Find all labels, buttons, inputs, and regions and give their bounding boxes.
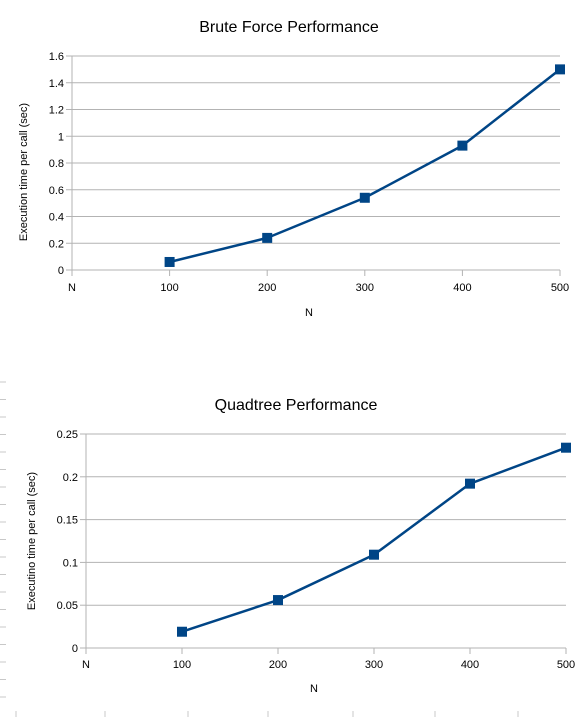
data-point-marker xyxy=(177,626,187,637)
data-point-marker xyxy=(369,549,379,560)
x-axis-label: N xyxy=(310,683,318,695)
data-point-marker xyxy=(273,595,283,606)
y-tick-label: 0.2 xyxy=(63,472,78,484)
y-tick-label: 0 xyxy=(72,643,78,655)
y-tick-label: 1.4 xyxy=(49,78,64,90)
y-tick-label: 0.8 xyxy=(49,158,64,170)
data-point-marker xyxy=(561,442,571,453)
data-point-marker xyxy=(457,140,468,151)
quadtree-chart: Quadtree Performance N Executino time pe… xyxy=(26,397,575,695)
y-tick-label: 0.25 xyxy=(57,429,78,441)
y-tick-label: 1 xyxy=(58,131,64,143)
y-tick-label: 0 xyxy=(58,265,64,277)
y-tick-label: 0.4 xyxy=(49,212,64,224)
x-tick-label: 300 xyxy=(365,659,383,671)
y-tick-label: 0.05 xyxy=(57,600,78,612)
data-point-marker xyxy=(359,192,370,203)
x-tick-label: 500 xyxy=(557,659,575,671)
data-point-marker xyxy=(164,256,175,267)
y-axis-label: Execution time per call (sec) xyxy=(18,103,30,241)
y-axis-label: Executino time per call (sec) xyxy=(26,472,38,610)
chart-title: Brute Force Performance xyxy=(199,19,379,36)
y-tick-label: 0.2 xyxy=(49,238,64,250)
x-tick-label: 100 xyxy=(160,282,178,294)
y-tick-label: 0.1 xyxy=(63,557,78,569)
x-tick-label: N xyxy=(68,282,76,294)
y-tick-label: 0.15 xyxy=(57,515,78,527)
chart-title: Quadtree Performance xyxy=(215,397,378,414)
y-tick-label: 1.6 xyxy=(49,51,64,63)
brute-force-chart: Brute Force Performance N Execution time… xyxy=(18,19,569,319)
x-tick-label: 100 xyxy=(173,659,191,671)
data-point-marker xyxy=(555,64,565,75)
x-tick-label: 500 xyxy=(551,282,569,294)
data-point-marker xyxy=(465,478,475,489)
x-tick-label: N xyxy=(82,659,90,671)
x-tick-label: 400 xyxy=(461,659,479,671)
y-tick-label: 0.6 xyxy=(49,185,64,197)
series-line xyxy=(169,68,561,264)
x-tick-label: 200 xyxy=(269,659,287,671)
x-axis-label: N xyxy=(305,307,313,319)
y-tick-label: 1.2 xyxy=(49,105,64,117)
series-line xyxy=(181,446,567,633)
x-tick-label: 300 xyxy=(356,282,374,294)
sheet-edge-marks xyxy=(0,381,519,717)
x-tick-label: 200 xyxy=(258,282,276,294)
data-point-marker xyxy=(262,232,273,243)
x-tick-label: 400 xyxy=(453,282,471,294)
